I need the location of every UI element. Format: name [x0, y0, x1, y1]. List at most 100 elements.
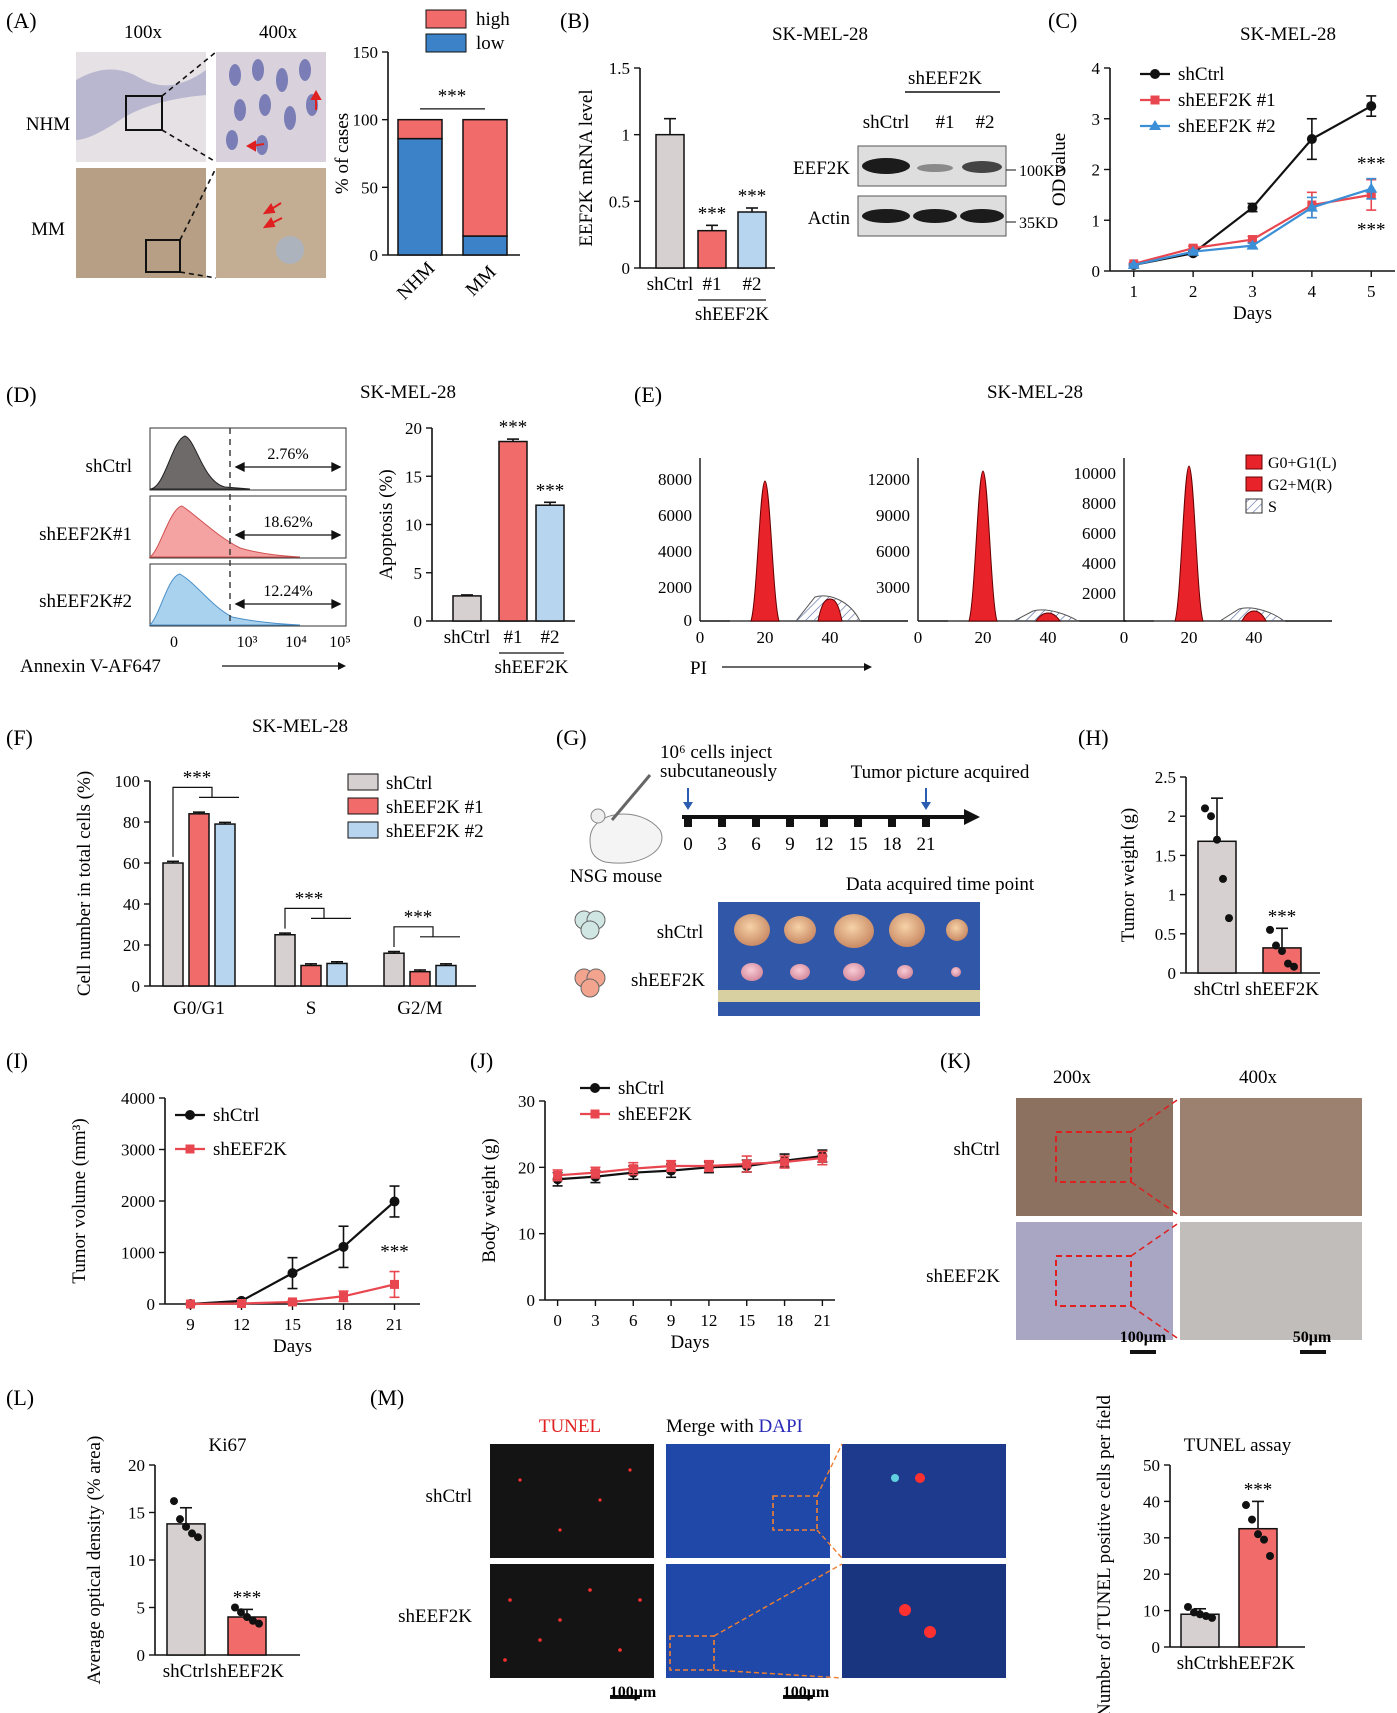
timeline-tick: [820, 817, 828, 827]
y-tick-label-M: 30: [1143, 1529, 1160, 1548]
sig-bracket-F: [284, 907, 325, 929]
data-point-L: [231, 1603, 239, 1612]
bar-L: [166, 1523, 206, 1656]
cc-y-tick-label: 4000: [1082, 554, 1116, 573]
legend-swatch-F: [347, 773, 379, 791]
timeline-tick: [786, 817, 794, 827]
data-point-C: [1187, 245, 1200, 256]
y-tick-label-J: 10: [518, 1225, 535, 1244]
x-tick-label-I: 21: [386, 1315, 403, 1334]
cc-y-tick-label: 8000: [1082, 494, 1116, 513]
blot-lane-shctrl: shCtrl: [863, 112, 909, 133]
sig-M: ***: [1244, 1479, 1273, 1500]
timeline-tick: [854, 817, 862, 827]
cc-y-tick-label: 8000: [658, 470, 692, 489]
x-tick-label-I: 9: [186, 1315, 195, 1334]
x-tick-label-J: 9: [667, 1311, 676, 1330]
chart-d: 0 5 10 15 20 Apoptosis (%) shCtrl *** #1 *** #2 shE…: [376, 417, 575, 678]
data-point-I: [390, 1279, 399, 1289]
timeline-tick: [718, 817, 726, 827]
panel-label-k: (K): [940, 1048, 971, 1073]
x-tick-label-J: 0: [553, 1311, 562, 1330]
bar-F-shCtrl: [383, 952, 405, 987]
cc-y-tick-label: 4000: [658, 542, 692, 561]
cc-x-tick-label: 40: [1246, 628, 1263, 647]
y-tick-label-C: 0: [1092, 262, 1101, 281]
western-blot-b: shEEF2K shCtrl #1 #2 EEF2K Actin 100KD 3…: [793, 68, 1066, 237]
y-tick-label-A: 50: [361, 178, 378, 197]
y-tick-label-H: 2: [1168, 807, 1177, 826]
title-d: SK-MEL-28: [360, 382, 456, 403]
x-axis-label-C: Days: [1233, 303, 1272, 324]
data-point-J: [704, 1161, 714, 1171]
panel-label-e: (E): [634, 382, 662, 407]
legend-label-C: shCtrl: [1178, 64, 1224, 85]
data-point-M: [1196, 1610, 1204, 1619]
data-point-I: [338, 1241, 349, 1252]
data-point-H: [1225, 914, 1233, 923]
data-point-C: [1247, 202, 1258, 213]
data-point-L: [176, 1515, 184, 1524]
legend-label-I: shEEF2K: [213, 1139, 287, 1160]
panel-label-c: (C): [1048, 8, 1077, 33]
kd-35: 35KD: [1019, 215, 1058, 232]
cell-cycle-e: 0 2000 4000 6000 8000 0 20 40 3000 6000 9000 12000 0…: [658, 454, 1337, 679]
data-point-L: [182, 1522, 190, 1531]
bar-D: [535, 504, 565, 622]
mouse-label: NSG mouse: [570, 866, 662, 887]
data-point-H: [1266, 925, 1274, 934]
y-tick-label-I: 0: [147, 1295, 156, 1314]
cc-xlabel: PI: [690, 658, 707, 679]
micrographs-a: 100x 400x NHM MM: [26, 22, 326, 279]
timeline-day-label: 21: [917, 834, 936, 855]
panel-label-i: (I): [6, 1048, 28, 1073]
data-point-C: [1305, 201, 1318, 212]
timeline-day-label: 3: [717, 834, 727, 855]
x-tick-label-A: MM: [462, 262, 501, 301]
group-shctrl: shCtrl: [657, 922, 703, 943]
cc-g2m-peak: [1241, 610, 1267, 622]
y-tick-label-H: 1.5: [1155, 846, 1176, 865]
data-point-H: [1284, 959, 1292, 968]
data-point-J: [590, 1168, 600, 1178]
data-point-H: [1278, 947, 1286, 956]
data-point-I: [339, 1291, 348, 1301]
data-point-L: [249, 1616, 257, 1625]
sig-F: ***: [404, 907, 433, 928]
y-tick-label-C: 4: [1092, 59, 1101, 78]
chart-l: 0 5 10 15 20 Average optical density (% area)…: [84, 1435, 300, 1684]
chart-f: 0 20 40 60 80 100 Cell number in total cells (…: [74, 767, 484, 1019]
timeline-tick: [752, 817, 760, 827]
timeline-day-label: 0: [683, 834, 693, 855]
data-point-L: [188, 1529, 196, 1538]
x-tick-label-C: 5: [1367, 282, 1376, 301]
cc-x-tick-label: 0: [696, 628, 705, 647]
flow-row-shctrl: shCtrl: [86, 456, 132, 477]
y-tick-label-L: 15: [128, 1504, 145, 1523]
chart-i: 0 1000 2000 3000 4000 Tumor volume (mm³) 9 12 15…: [69, 1089, 420, 1357]
cc-y-tick-label: 6000: [876, 542, 910, 561]
data-point-H: [1290, 962, 1298, 971]
legend-marker-C: [1150, 69, 1160, 79]
y-tick-label-L: 0: [137, 1646, 146, 1665]
ihc-row-sheef2k: shEEF2K: [926, 1266, 1000, 1287]
bar-F-shEEF2K2: [435, 964, 457, 987]
x-tick-label-H: shCtrl: [1194, 979, 1240, 1000]
panel-label-f: (F): [6, 725, 33, 750]
flow-pct-shctrl: 2.76%: [267, 446, 308, 463]
title-b: SK-MEL-28: [772, 24, 868, 45]
data-point-L: [255, 1619, 263, 1628]
y-tick-label-C: 2: [1092, 161, 1101, 180]
y-axis-label-H: Tumor weight (g): [1118, 808, 1139, 942]
data-point-J: [742, 1159, 752, 1169]
picture-label: Tumor picture acquired: [851, 762, 1030, 783]
sig-A: ***: [438, 86, 467, 107]
x-tick-label-J: 18: [776, 1311, 793, 1330]
bar-D: [452, 595, 482, 622]
y-tick-label-F: 60: [123, 854, 140, 873]
y-tick-label-M: 10: [1143, 1602, 1160, 1621]
sig-C: ***: [1357, 219, 1386, 240]
y-tick-label-M: 20: [1143, 1565, 1160, 1584]
data-point-C: [1248, 235, 1257, 245]
bar-A-low: [462, 235, 508, 256]
